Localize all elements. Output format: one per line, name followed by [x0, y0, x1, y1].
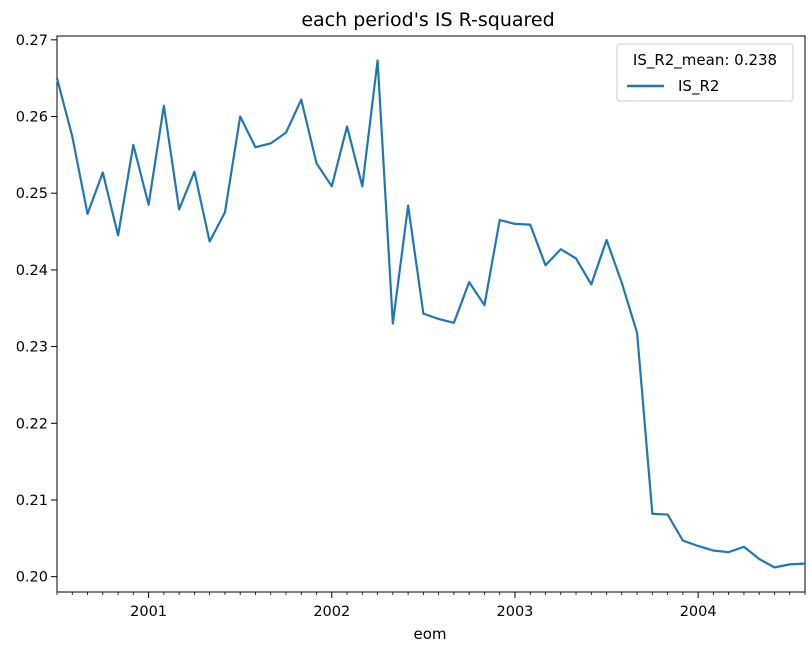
series-line-is-r2	[55, 59, 807, 569]
y-tick-label: 0.25	[16, 186, 48, 202]
y-tick-label: 0.24	[16, 263, 48, 279]
y-axis: 0.20 0.21 0.22 0.23 0.24 0.25 0.26 0.27	[16, 33, 57, 586]
x-axis: 2001 2002 2003 2004	[56, 592, 806, 620]
y-tick-label: 0.23	[16, 340, 48, 356]
y-tick-label: 0.21	[16, 493, 48, 509]
y-tick-label: 0.20	[16, 570, 48, 586]
chart-title: each period's IS R-squared	[301, 9, 554, 31]
x-tick-label: 2004	[680, 604, 717, 620]
x-tick-label: 2001	[130, 604, 167, 620]
legend-title: IS_R2_mean: 0.238	[633, 51, 777, 70]
plot-area	[56, 35, 806, 593]
legend: IS_R2_mean: 0.238 IS_R2	[616, 43, 794, 102]
x-tick-label: 2003	[497, 604, 534, 620]
x-tick-label: 2002	[313, 604, 350, 620]
y-tick-label: 0.22	[16, 416, 48, 432]
x-axis-label: eom	[413, 625, 446, 643]
legend-label-is-r2: IS_R2	[678, 77, 719, 96]
y-tick-label: 0.26	[16, 110, 48, 126]
series-layer	[55, 59, 807, 569]
y-tick-label: 0.27	[16, 33, 48, 49]
